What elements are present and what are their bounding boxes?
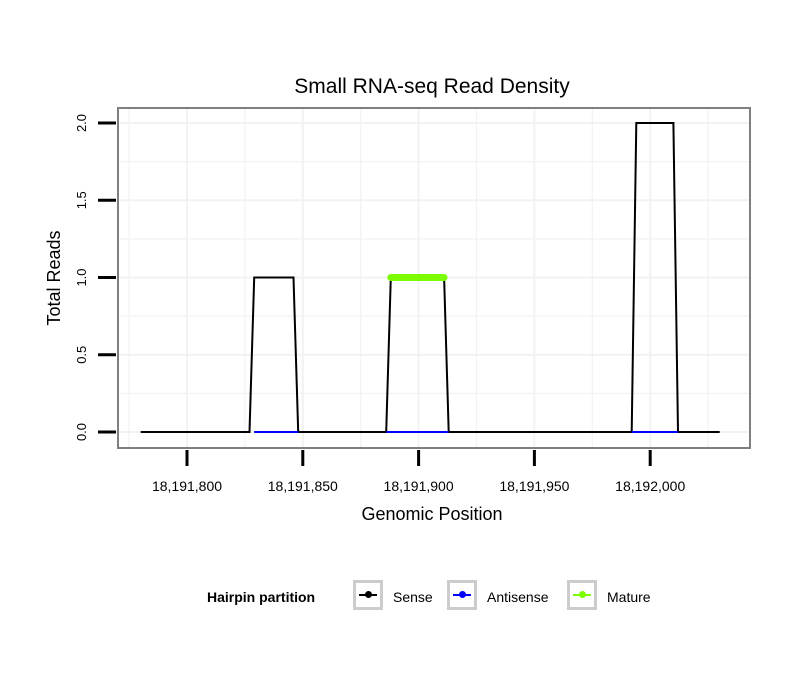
x-tick-label-4: 18,192,000 [615, 478, 685, 494]
y-tick-label-1: 0.5 [74, 346, 89, 364]
legend-label-sense: Sense [393, 589, 433, 605]
x-axis: 18,191,800 18,191,850 18,191,900 18,191,950… [152, 450, 685, 494]
legend-dot-sense [365, 591, 372, 598]
x-axis-label: Genomic Position [361, 504, 502, 524]
y-axis-label: Total Reads [44, 230, 64, 325]
y-tick-label-4: 2.0 [74, 114, 89, 132]
chart-title: Small RNA-seq Read Density [294, 75, 570, 98]
grid-lines [119, 109, 749, 447]
legend: Hairpin partition Sense Antisense Mature [0, 578, 810, 618]
legend-dot-antisense [459, 591, 466, 598]
y-tick-label-0: 0.0 [74, 423, 89, 441]
legend-title: Hairpin partition [207, 589, 316, 605]
legend-label-mature: Mature [607, 589, 651, 605]
read-density-chart: Small RNA-seq Read Density 0.0 0.5 1.0 1.5 2… [44, 75, 751, 524]
y-axis: 0.0 0.5 1.0 1.5 2.0 [74, 114, 116, 441]
series-layer [140, 122, 720, 433]
legend-dot-mature [579, 591, 586, 598]
y-tick-label-3: 1.5 [74, 191, 89, 209]
legend-label-antisense: Antisense [487, 589, 549, 605]
legend-key-sense [353, 580, 383, 610]
x-tick-label-3: 18,191,950 [499, 478, 569, 494]
legend-key-antisense [447, 580, 477, 610]
x-tick-label-0: 18,191,800 [152, 478, 222, 494]
x-tick-label-1: 18,191,850 [268, 478, 338, 494]
legend-key-mature [567, 580, 597, 610]
x-tick-label-2: 18,191,900 [384, 478, 454, 494]
y-tick-label-2: 1.0 [74, 268, 89, 286]
